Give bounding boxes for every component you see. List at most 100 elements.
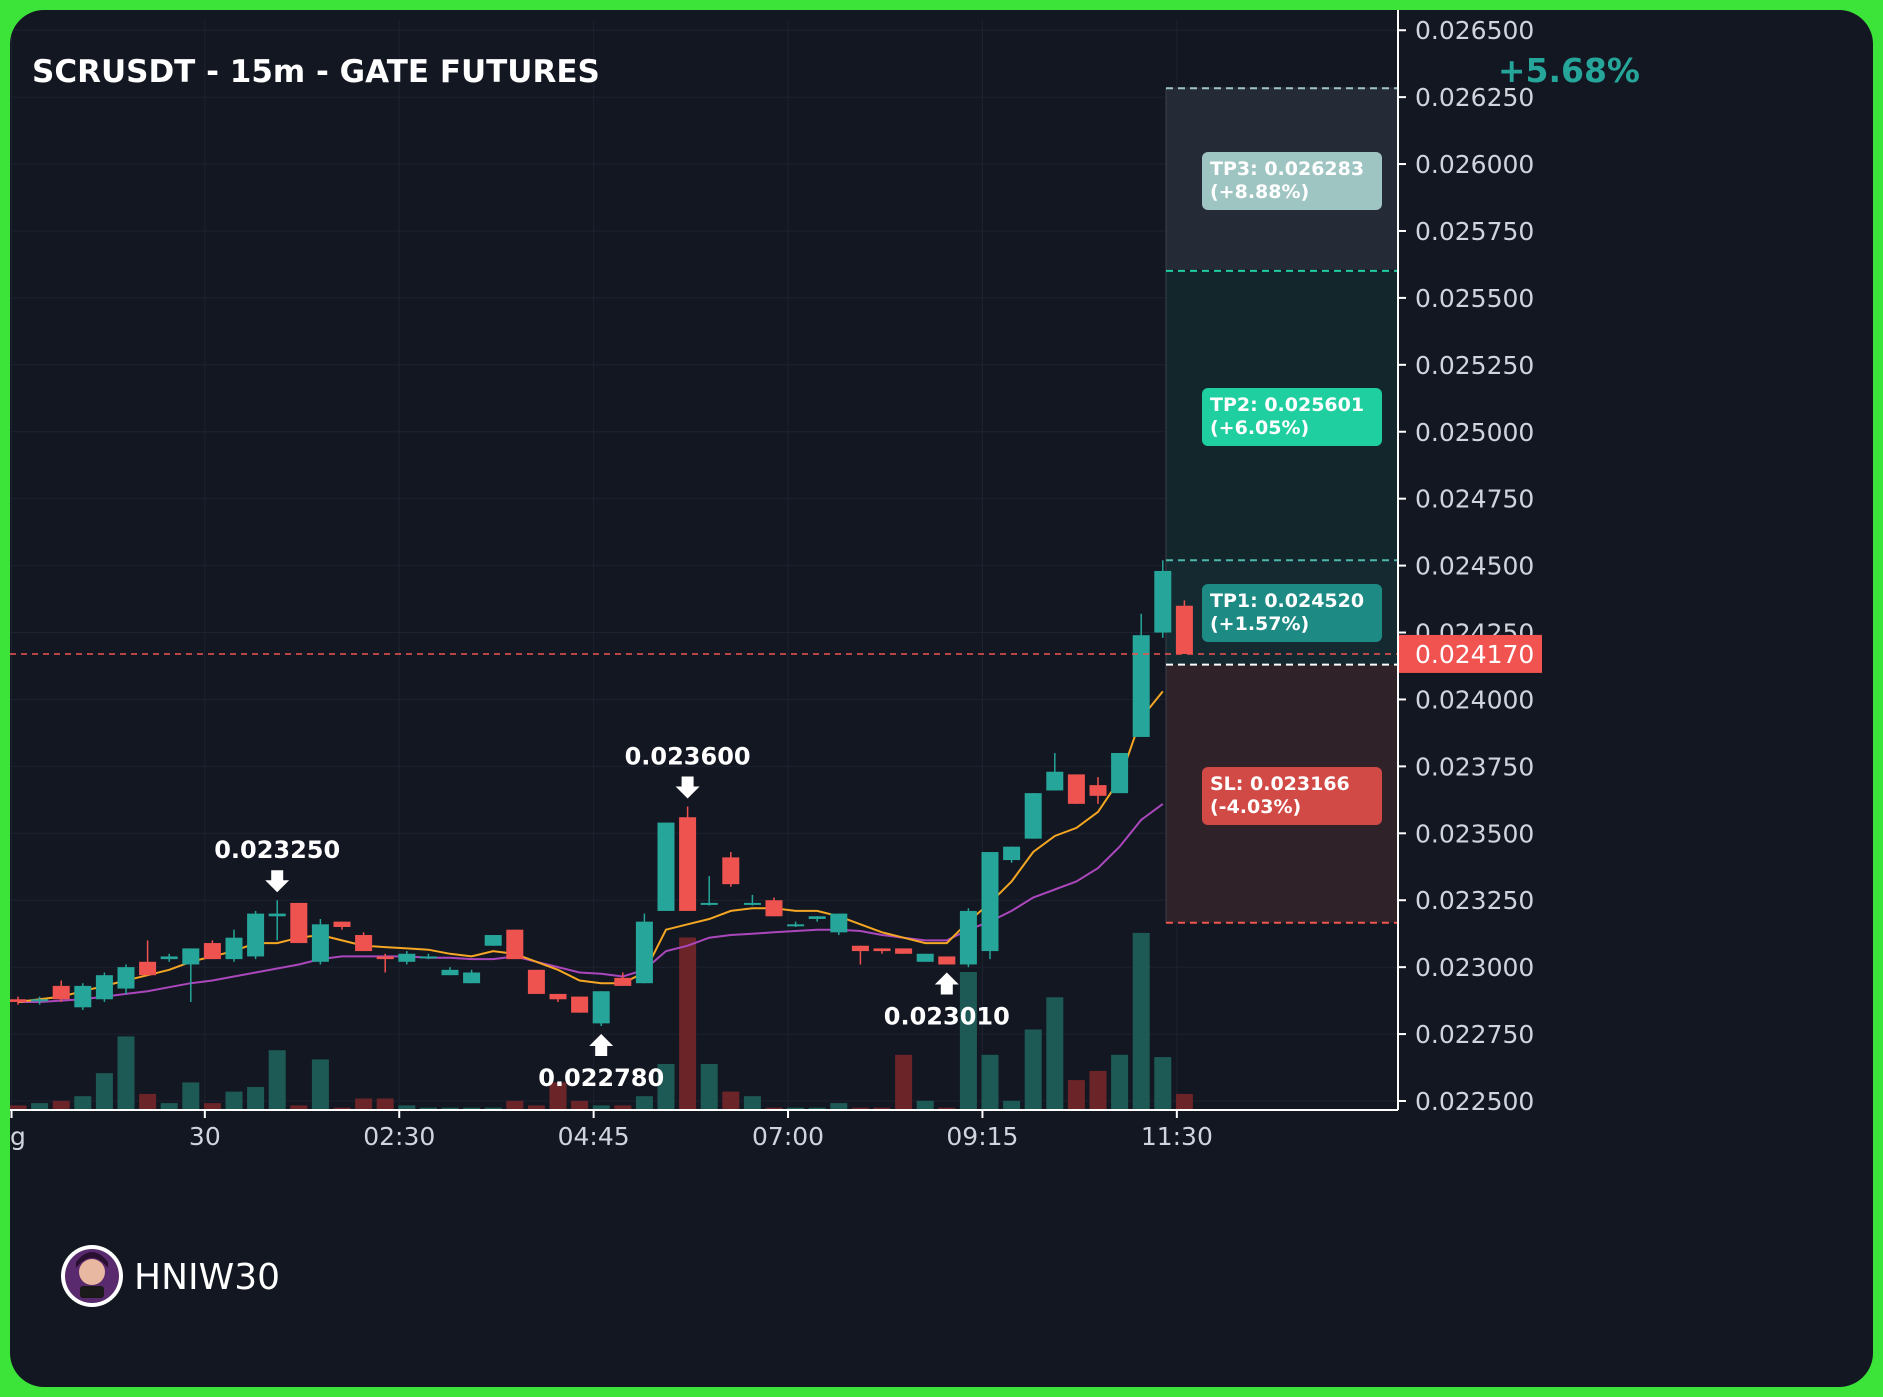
volume-bar: [657, 1064, 675, 1110]
x-tick-label: 30: [189, 1122, 221, 1151]
y-tick-label: 0.026500: [1415, 16, 1534, 45]
tp1-pct: (+1.57%): [1210, 613, 1309, 635]
y-tick-label: 0.023750: [1415, 752, 1534, 781]
candle-body: [225, 937, 243, 960]
candle-body: [463, 972, 481, 984]
volume-bar: [311, 1059, 329, 1110]
candle-body: [203, 943, 221, 960]
volume-bar: [679, 937, 697, 1110]
candle-body: [1046, 771, 1064, 791]
candle-body: [74, 985, 92, 1008]
volume-bar: [1046, 997, 1064, 1110]
annotation-label: 0.023600: [625, 743, 751, 771]
chart-title: SCRUSDT - 15m - GATE FUTURES: [32, 54, 600, 90]
candle-body: [679, 817, 697, 911]
candle-body: [1154, 570, 1172, 633]
volume-bar: [592, 1105, 610, 1110]
candle-body: [830, 913, 848, 933]
candle-body: [441, 969, 459, 976]
y-tick-label: 0.026000: [1415, 150, 1534, 179]
volume-bar: [160, 1103, 178, 1110]
tp1-label: TP1: 0.024520: [1210, 590, 1364, 612]
candle-body: [10, 999, 27, 1002]
volume-bar: [506, 1100, 524, 1110]
volume-bars: [10, 932, 1193, 1110]
candle-body: [592, 991, 610, 1024]
candle-body: [873, 948, 891, 952]
sl-box: [1202, 767, 1382, 825]
pct-change: +5.68%: [1498, 51, 1640, 90]
volume-bar: [398, 1105, 416, 1110]
volume-bar: [700, 1064, 718, 1110]
candle-body: [916, 953, 934, 962]
y-tick-label: 0.024750: [1415, 485, 1534, 514]
candle-body: [1111, 752, 1129, 794]
down-arrow-icon: [675, 776, 700, 799]
candle-body: [657, 822, 675, 911]
current-price-label: 0.024170: [1415, 640, 1534, 669]
avatar: [61, 1245, 123, 1307]
volume-bar: [830, 1103, 848, 1110]
candle-body: [333, 921, 351, 927]
candle-body: [311, 924, 329, 962]
volume-bar: [203, 1103, 221, 1110]
candle-body: [1175, 605, 1193, 654]
volume-bar: [441, 1107, 459, 1110]
price-axis[interactable]: 0.026500 0.026250 0.026000 0.025750 0.025500…: [1397, 10, 1542, 1116]
chart-frame: 0.023250 0.022780 0.023600 0.023010 TP3: 0.…: [10, 10, 1873, 1387]
y-tick-label: 0.025250: [1415, 351, 1534, 380]
up-arrow-icon: [934, 972, 959, 995]
volume-bar: [1003, 1100, 1021, 1110]
annotation-label: 0.023010: [884, 1002, 1010, 1030]
volume-bar: [549, 1082, 567, 1110]
candle-body: [1024, 793, 1042, 839]
candle-body: [787, 924, 805, 927]
tp2-box: [1202, 388, 1382, 446]
candle-body: [182, 948, 200, 965]
candlestick-chart[interactable]: 0.023250 0.022780 0.023600 0.023010 TP3: 0.…: [10, 10, 1873, 1387]
volume-bar: [959, 972, 977, 1110]
candle-body: [376, 956, 394, 960]
tp3-pct: (+8.88%): [1210, 181, 1309, 203]
y-tick-label: 0.026250: [1415, 83, 1534, 112]
sl-pct: (-4.03%): [1210, 796, 1301, 818]
volume-bar: [1132, 932, 1150, 1110]
tp1-box: [1202, 584, 1382, 642]
candle-body: [52, 985, 70, 1000]
volume-bar: [10, 1105, 27, 1110]
volume-bar: [873, 1107, 891, 1110]
volume-bar: [808, 1107, 826, 1110]
candle-body: [247, 913, 265, 957]
y-tick-label: 0.025500: [1415, 284, 1534, 313]
volume-bar: [247, 1087, 265, 1110]
annotation-label: 0.022780: [538, 1064, 664, 1092]
y-tick-label: 0.022750: [1415, 1020, 1534, 1049]
tp3-box: [1202, 152, 1382, 210]
candle-body: [1132, 635, 1150, 737]
x-tick-label: 02:30: [363, 1122, 435, 1151]
candle-body: [527, 969, 545, 994]
volume-bar: [419, 1107, 437, 1110]
candle-body: [938, 956, 956, 965]
volume-bar: [52, 1100, 70, 1110]
volume-bar: [787, 1107, 805, 1110]
volume-bar: [614, 1105, 632, 1110]
candle-body: [549, 993, 567, 1000]
y-tick-label: 0.024000: [1415, 685, 1534, 714]
volume-bar: [290, 1105, 308, 1110]
volume-bar: [571, 1100, 589, 1110]
candle-body: [398, 953, 416, 962]
volume-bar: [851, 1107, 869, 1110]
y-tick-label: 0.023250: [1415, 886, 1534, 915]
candle-body: [160, 956, 178, 960]
candle-body: [1089, 785, 1107, 796]
volume-bar: [527, 1105, 545, 1110]
time-axis[interactable]: g 30 02:30 04:45 07:00 09:15 11:30: [10, 1109, 1398, 1151]
volume-bar: [31, 1103, 49, 1110]
down-arrow-icon: [265, 870, 290, 893]
y-tick-label: 0.022500: [1415, 1087, 1534, 1116]
volume-bar: [981, 1054, 999, 1110]
volume-bar: [463, 1107, 481, 1110]
candle-body: [635, 921, 653, 984]
volume-bar: [182, 1082, 200, 1110]
